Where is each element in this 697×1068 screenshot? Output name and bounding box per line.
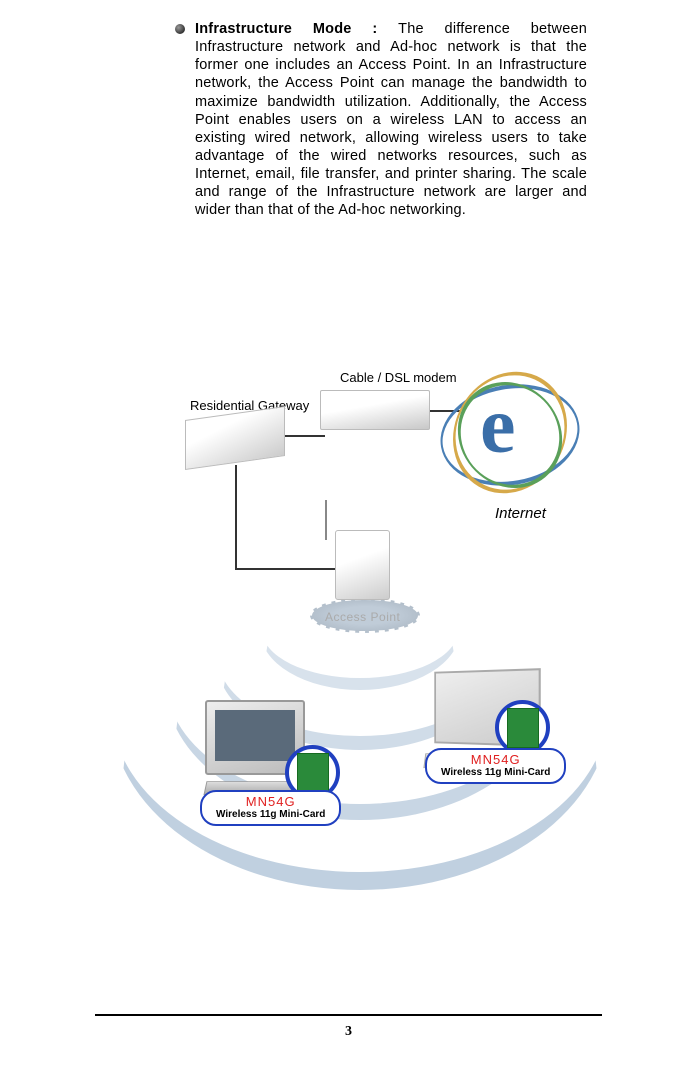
screen: [215, 710, 295, 761]
card-label-left: MN54G Wireless 11g Mini-Card: [200, 790, 341, 826]
card-model: MN54G: [441, 752, 550, 767]
ap-label: Access Point: [325, 610, 400, 624]
pcb-icon: [297, 753, 329, 793]
wire: [285, 435, 325, 437]
modem-device: [320, 390, 430, 430]
card-label-right: MN54G Wireless 11g Mini-Card: [425, 748, 566, 784]
card-desc: Wireless 11g Mini-Card: [441, 767, 550, 778]
bullet-icon: [175, 24, 185, 34]
section-heading: Infrastructure Mode :: [195, 21, 398, 37]
internet-icon: e: [440, 365, 580, 505]
e-glyph: e: [480, 390, 516, 462]
ap-antenna: [325, 500, 327, 540]
mini-card-badge: [495, 700, 550, 755]
network-diagram: Residential Gateway Cable / DSL modem e …: [160, 330, 600, 850]
bullet-row: Infrastructure Mode : The difference bet…: [175, 20, 587, 219]
access-point-device: [335, 530, 390, 600]
footer-rule: [95, 1014, 602, 1016]
card-desc: Wireless 11g Mini-Card: [216, 809, 325, 820]
page-number: 3: [0, 1024, 697, 1040]
card-model: MN54G: [216, 794, 325, 809]
gateway-device: [185, 406, 285, 470]
section-body: The difference between Infrastructure ne…: [195, 21, 587, 218]
internet-label: Internet: [495, 505, 546, 522]
wire: [235, 465, 237, 570]
content-block: Infrastructure Mode : The difference bet…: [0, 0, 697, 219]
pcb-icon: [507, 708, 539, 748]
body-paragraph: Infrastructure Mode : The difference bet…: [195, 20, 587, 219]
wire: [235, 568, 340, 570]
